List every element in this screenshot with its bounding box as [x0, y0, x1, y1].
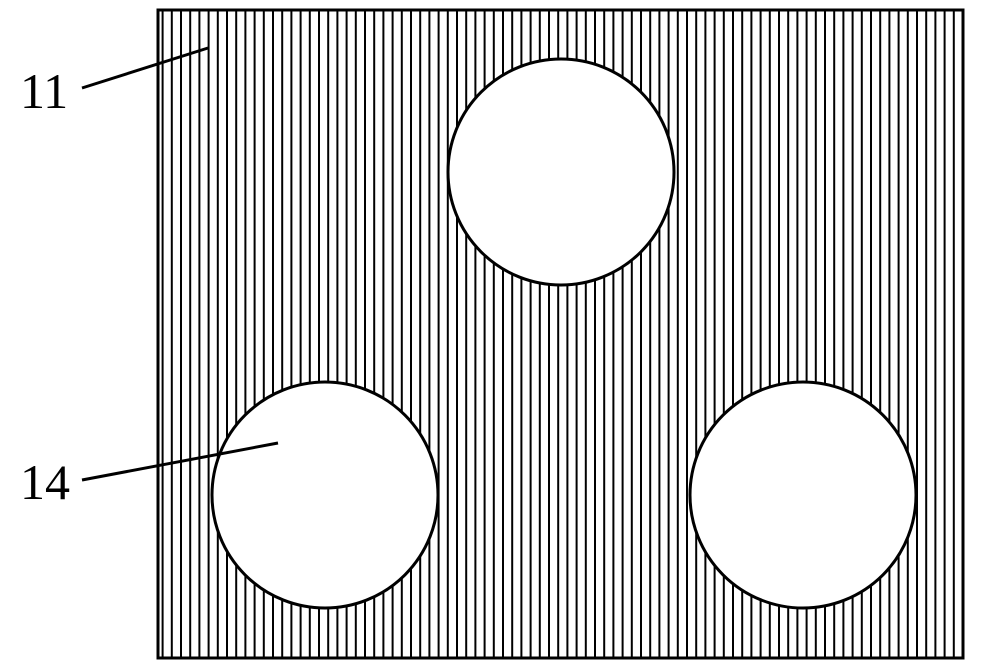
hole-circle-top [448, 59, 674, 285]
diagram-svg [0, 0, 1000, 662]
callout-label-11: 11 [20, 62, 68, 120]
hole-circle-right [690, 382, 916, 608]
callout-label-14: 14 [20, 453, 70, 511]
diagram-stage: 11 14 [0, 0, 1000, 662]
hole-circle-left [212, 382, 438, 608]
